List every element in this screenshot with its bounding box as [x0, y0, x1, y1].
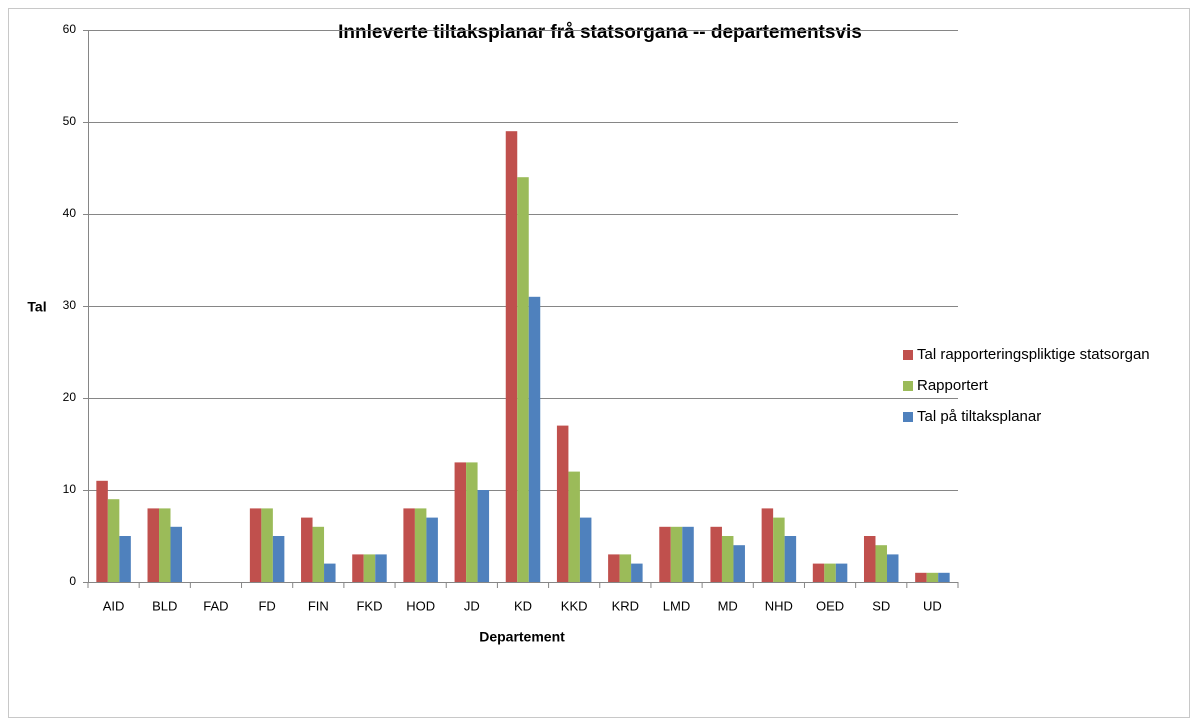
bar — [721, 536, 734, 582]
bar — [107, 499, 120, 582]
x-tick-label: FKD — [356, 598, 382, 613]
bar — [733, 545, 745, 582]
bar — [926, 572, 939, 582]
bar — [875, 545, 887, 582]
bar — [579, 517, 592, 582]
x-tick-label: FIN — [308, 598, 329, 613]
legend-label: Tal rapporteringspliktige statsorgan — [917, 346, 1150, 363]
x-tick-label: KKD — [561, 598, 588, 613]
x-tick-label: SD — [872, 598, 890, 613]
y-tick-label: 40 — [63, 206, 77, 220]
bar — [352, 554, 364, 582]
chart-border — [8, 8, 1190, 718]
y-tick-label: 10 — [63, 482, 77, 496]
legend-label: Rapportert — [917, 377, 989, 394]
bar — [403, 508, 415, 582]
bar — [670, 526, 683, 582]
bar — [761, 508, 774, 582]
y-tick-label: 50 — [63, 114, 77, 128]
x-tick-label: KD — [514, 598, 532, 613]
bar — [568, 471, 580, 582]
bar — [505, 131, 518, 582]
bar — [96, 480, 108, 582]
bar — [682, 526, 694, 582]
x-tick-label: AID — [103, 598, 125, 613]
y-tick-label: 20 — [63, 390, 77, 404]
bar — [261, 508, 273, 582]
x-tick-label: BLD — [152, 598, 177, 613]
bar — [119, 536, 131, 582]
bar — [363, 554, 376, 582]
bar — [631, 563, 643, 582]
x-tick-label: KRD — [612, 598, 639, 613]
y-tick-label: 30 — [63, 298, 77, 312]
x-tick-label: JD — [464, 598, 480, 613]
bar — [863, 536, 876, 582]
legend-label: Tal på tiltaksplanar — [917, 408, 1041, 425]
y-tick-label: 0 — [69, 574, 76, 588]
bar — [608, 554, 620, 582]
bar — [812, 563, 825, 582]
bar — [414, 508, 427, 582]
y-axis-label: Tal — [27, 299, 46, 315]
bar — [477, 490, 490, 582]
x-tick-label: NHD — [765, 598, 793, 613]
bar — [886, 554, 899, 582]
bar — [426, 517, 438, 582]
bar — [517, 177, 529, 582]
bar — [324, 563, 336, 582]
bar — [301, 517, 313, 582]
bar — [784, 536, 797, 582]
x-tick-label: MD — [718, 598, 738, 613]
x-tick-label: LMD — [663, 598, 690, 613]
bar — [915, 572, 927, 582]
bar — [312, 526, 325, 582]
bar — [272, 536, 285, 582]
bar — [835, 563, 848, 582]
x-tick-label: OED — [816, 598, 844, 613]
x-tick-label: UD — [923, 598, 942, 613]
bar — [556, 425, 569, 582]
bar — [147, 508, 160, 582]
x-axis-label: Departement — [479, 629, 565, 645]
bar — [159, 508, 171, 582]
x-tick-label: HOD — [406, 598, 435, 613]
x-tick-label: FAD — [203, 598, 228, 613]
bar — [249, 508, 262, 582]
bar — [466, 462, 478, 582]
x-tick-label: FD — [258, 598, 275, 613]
bar — [773, 517, 785, 582]
y-tick-label: 60 — [63, 22, 77, 36]
legend-swatch — [903, 412, 913, 422]
bar — [824, 563, 836, 582]
bar — [528, 296, 541, 582]
chart-title: Innleverte tiltaksplanar frå statsorgana… — [338, 22, 862, 43]
bar — [170, 526, 183, 582]
bar — [454, 462, 467, 582]
legend-swatch — [903, 350, 913, 360]
bar — [375, 554, 387, 582]
legend-swatch — [903, 381, 913, 391]
bar — [938, 572, 950, 582]
bar — [659, 526, 671, 582]
bar — [710, 526, 722, 582]
bar — [619, 554, 632, 582]
